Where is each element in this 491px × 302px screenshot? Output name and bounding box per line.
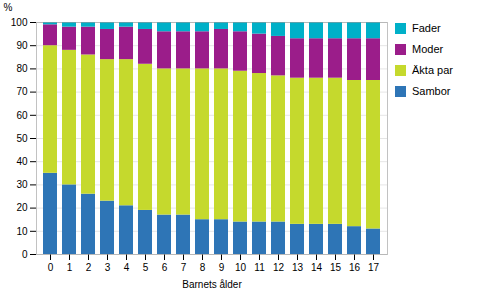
svg-text:80: 80 xyxy=(16,63,28,74)
svg-text:100: 100 xyxy=(11,17,28,28)
svg-text:14: 14 xyxy=(311,262,323,273)
svg-text:1: 1 xyxy=(67,262,73,273)
svg-text:0: 0 xyxy=(22,249,28,260)
svg-text:6: 6 xyxy=(162,262,168,273)
svg-text:%: % xyxy=(4,2,13,13)
html-text:Äkta par: Äkta par xyxy=(412,64,453,76)
svg-text:70: 70 xyxy=(16,86,28,97)
svg-text:11: 11 xyxy=(254,262,265,273)
svg-text:5: 5 xyxy=(143,262,149,273)
svg-text:7: 7 xyxy=(181,262,187,273)
html-text:Moder: Moder xyxy=(412,43,444,55)
svg-text:Barnets ålder: Barnets ålder xyxy=(182,279,242,290)
svg-text:40: 40 xyxy=(16,156,28,167)
svg-text:2: 2 xyxy=(86,262,92,273)
svg-text:8: 8 xyxy=(200,262,206,273)
svg-text:60: 60 xyxy=(16,110,28,121)
svg-text:9: 9 xyxy=(219,262,225,273)
svg-text:90: 90 xyxy=(16,40,28,51)
svg-text:20: 20 xyxy=(16,202,28,213)
html-text:Fader: Fader xyxy=(412,22,441,34)
html-text:Sambor: Sambor xyxy=(412,85,451,97)
svg-text:12: 12 xyxy=(273,262,285,273)
svg-text:10: 10 xyxy=(16,226,28,237)
svg-text:50: 50 xyxy=(16,133,28,144)
svg-text:16: 16 xyxy=(349,262,361,273)
svg-text:3: 3 xyxy=(105,262,111,273)
svg-text:15: 15 xyxy=(330,262,342,273)
svg-text:30: 30 xyxy=(16,179,28,190)
svg-text:0: 0 xyxy=(48,262,54,273)
svg-text:13: 13 xyxy=(292,262,304,273)
svg-text:4: 4 xyxy=(124,262,130,273)
svg-text:17: 17 xyxy=(368,262,380,273)
svg-text:10: 10 xyxy=(235,262,247,273)
